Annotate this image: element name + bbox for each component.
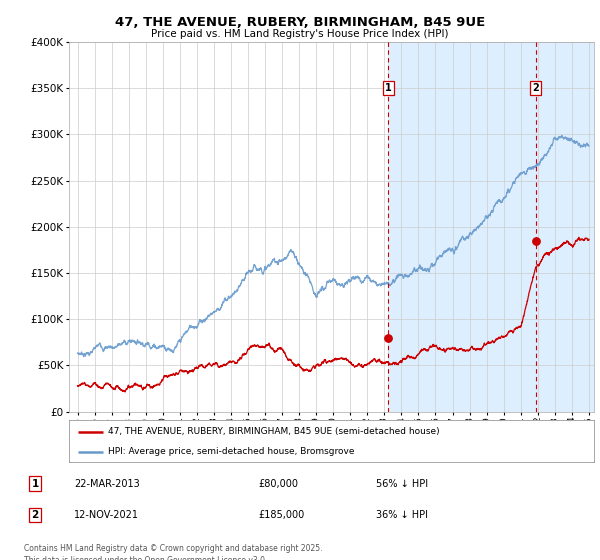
Text: 47, THE AVENUE, RUBERY, BIRMINGHAM, B45 9UE (semi-detached house): 47, THE AVENUE, RUBERY, BIRMINGHAM, B45 … (109, 427, 440, 436)
Text: £80,000: £80,000 (259, 479, 298, 489)
Text: 56% ↓ HPI: 56% ↓ HPI (376, 479, 428, 489)
Text: Price paid vs. HM Land Registry's House Price Index (HPI): Price paid vs. HM Land Registry's House … (151, 29, 449, 39)
Text: 1: 1 (32, 479, 39, 489)
Text: 36% ↓ HPI: 36% ↓ HPI (376, 510, 428, 520)
Text: 12-NOV-2021: 12-NOV-2021 (74, 510, 139, 520)
Text: 22-MAR-2013: 22-MAR-2013 (74, 479, 140, 489)
Point (531, 236, 541, 245)
Text: £185,000: £185,000 (259, 510, 305, 520)
Bar (388, 42, 598, 412)
Text: 2: 2 (32, 510, 39, 520)
Text: Contains HM Land Registry data © Crown copyright and database right 2025.
This d: Contains HM Land Registry data © Crown c… (24, 544, 323, 560)
Text: 2: 2 (532, 83, 539, 93)
Text: 1: 1 (385, 83, 391, 93)
Point (383, 333, 393, 342)
Text: 47, THE AVENUE, RUBERY, BIRMINGHAM, B45 9UE: 47, THE AVENUE, RUBERY, BIRMINGHAM, B45 … (115, 16, 485, 29)
Text: HPI: Average price, semi-detached house, Bromsgrove: HPI: Average price, semi-detached house,… (109, 447, 355, 456)
